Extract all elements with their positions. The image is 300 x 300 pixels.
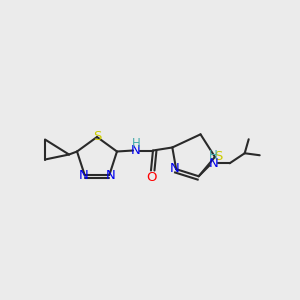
Text: N: N [131,144,141,157]
Text: N: N [106,169,115,182]
Text: H: H [209,149,218,162]
Text: N: N [169,162,179,175]
Text: O: O [147,171,157,184]
Text: S: S [214,150,222,164]
Text: S: S [93,130,101,143]
Text: H: H [132,137,140,150]
Text: N: N [79,169,88,182]
Text: N: N [209,157,219,170]
